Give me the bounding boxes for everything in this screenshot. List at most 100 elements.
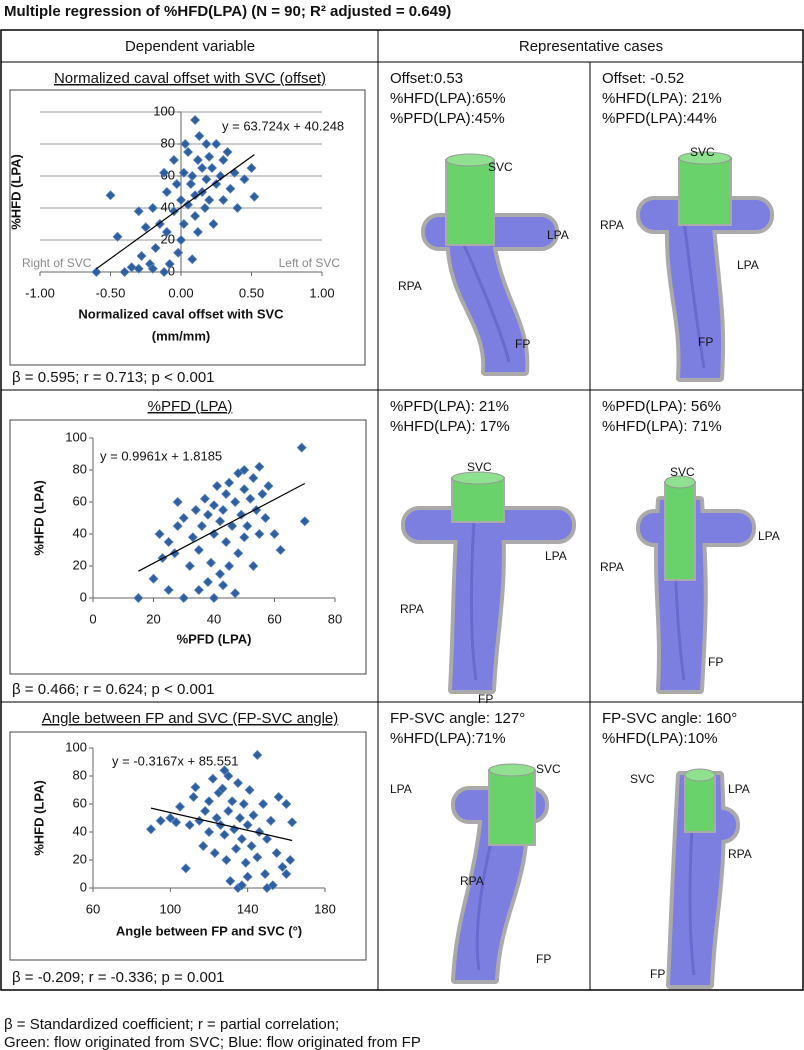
trendline-equation: y = 63.724x + 40.248: [222, 118, 344, 133]
data-point: [233, 778, 243, 788]
x-tick-label: 180: [314, 901, 336, 916]
data-point: [176, 235, 186, 245]
data-point: [223, 806, 234, 816]
vessel-label: LPA: [737, 258, 759, 272]
data-point: [175, 801, 185, 812]
data-point: [202, 577, 213, 587]
stats-text: β = 0.595; r = 0.713; p < 0.001: [12, 369, 215, 386]
y-tick-label: 20: [73, 851, 87, 866]
vessel-label: RPA: [728, 847, 752, 861]
data-point: [225, 183, 236, 194]
data-point: [230, 497, 241, 507]
data-point: [218, 505, 229, 515]
vessel-label: LPA: [545, 549, 567, 563]
svc-flow: [451, 477, 505, 523]
vessel-label: FP: [698, 335, 713, 349]
data-point: [190, 211, 201, 221]
vessel-label: SVC: [690, 145, 715, 159]
data-point: [239, 465, 250, 475]
case-text: FP-SVC angle: 127°: [390, 710, 525, 727]
vessel-label: LPA: [728, 782, 750, 796]
x-tick-label: -0.50: [96, 285, 126, 300]
data-point: [91, 267, 102, 277]
data-point: [248, 473, 259, 483]
data-point: [227, 521, 238, 531]
data-point: [231, 843, 242, 854]
data-point: [190, 782, 201, 793]
x-tick-label: 60: [86, 901, 100, 916]
data-point: [112, 231, 123, 242]
vessel-label: FP: [478, 692, 493, 706]
data-point: [285, 855, 296, 865]
y-tick-label: 0: [80, 879, 87, 894]
data-point: [165, 813, 176, 823]
data-point: [204, 151, 215, 162]
data-point: [275, 545, 286, 555]
data-point: [133, 593, 144, 603]
data-point: [242, 820, 253, 830]
data-point: [204, 796, 214, 807]
vessel-label: FP: [708, 655, 723, 669]
data-point: [178, 219, 189, 229]
chart-frame: [9, 89, 366, 366]
x-tick-label: -1.00: [25, 285, 55, 300]
data-point: [178, 513, 189, 523]
data-point: [150, 243, 161, 253]
data-point: [269, 529, 280, 539]
svc-flow: [445, 159, 495, 246]
figure-title: Multiple regression of %HFD(LPA) (N = 90…: [4, 3, 451, 20]
data-point: [184, 820, 195, 830]
data-point: [218, 195, 229, 205]
data-point: [215, 569, 226, 579]
case-text: %PFD(LPA):45%: [390, 110, 505, 127]
data-point: [258, 799, 269, 809]
data-point: [161, 227, 172, 237]
y-axis-label: %HFD (LPA): [8, 154, 23, 230]
table-border: [0, 29, 804, 991]
vessel-label: SVC: [630, 772, 655, 786]
case-text: %PFD(LPA): 21%: [390, 398, 509, 415]
case-text: %HFD(LPA): 17%: [390, 418, 510, 435]
x-axis-label: %PFD (LPA): [177, 631, 252, 646]
vessel-label: RPA: [460, 874, 484, 888]
vessel-label: LPA: [390, 782, 412, 796]
flow-shade: [462, 244, 511, 363]
data-point: [190, 190, 201, 201]
vessel-render: [421, 153, 559, 376]
x-tick-label: 60: [267, 611, 281, 626]
data-point: [236, 509, 247, 520]
y-tick-label: 80: [73, 461, 87, 476]
data-point: [207, 773, 218, 784]
data-point: [190, 115, 201, 125]
case-text: %HFD(LPA): 71%: [602, 418, 722, 435]
data-point: [199, 203, 210, 213]
trendline: [150, 807, 293, 842]
y-tick-label: 60: [73, 493, 87, 508]
data-point: [212, 481, 223, 491]
svc-opening: [684, 768, 716, 782]
y-tick-label: 60: [73, 795, 87, 810]
y-tick-label: 0: [80, 589, 87, 604]
case-text: %HFD(LPA):71%: [390, 730, 506, 747]
data-point: [221, 855, 232, 865]
branch-flow: [405, 510, 572, 540]
vessel-label: SVC: [536, 762, 561, 776]
data-point: [188, 792, 199, 802]
variable-label: %PFD (LPA): [148, 398, 233, 415]
fp-flow: [668, 200, 722, 378]
data-point: [239, 174, 250, 185]
svc-flow: [684, 774, 716, 833]
data-point: [159, 167, 170, 178]
annotation: Left of SVC: [279, 256, 341, 270]
data-point: [183, 199, 194, 210]
data-point: [254, 461, 265, 472]
data-point: [154, 529, 165, 539]
data-point: [260, 513, 271, 523]
data-point: [245, 493, 256, 504]
data-point: [218, 155, 229, 165]
vessel-label: FP: [515, 337, 530, 351]
data-point: [105, 190, 116, 201]
data-point: [271, 848, 282, 858]
data-point: [192, 227, 203, 237]
